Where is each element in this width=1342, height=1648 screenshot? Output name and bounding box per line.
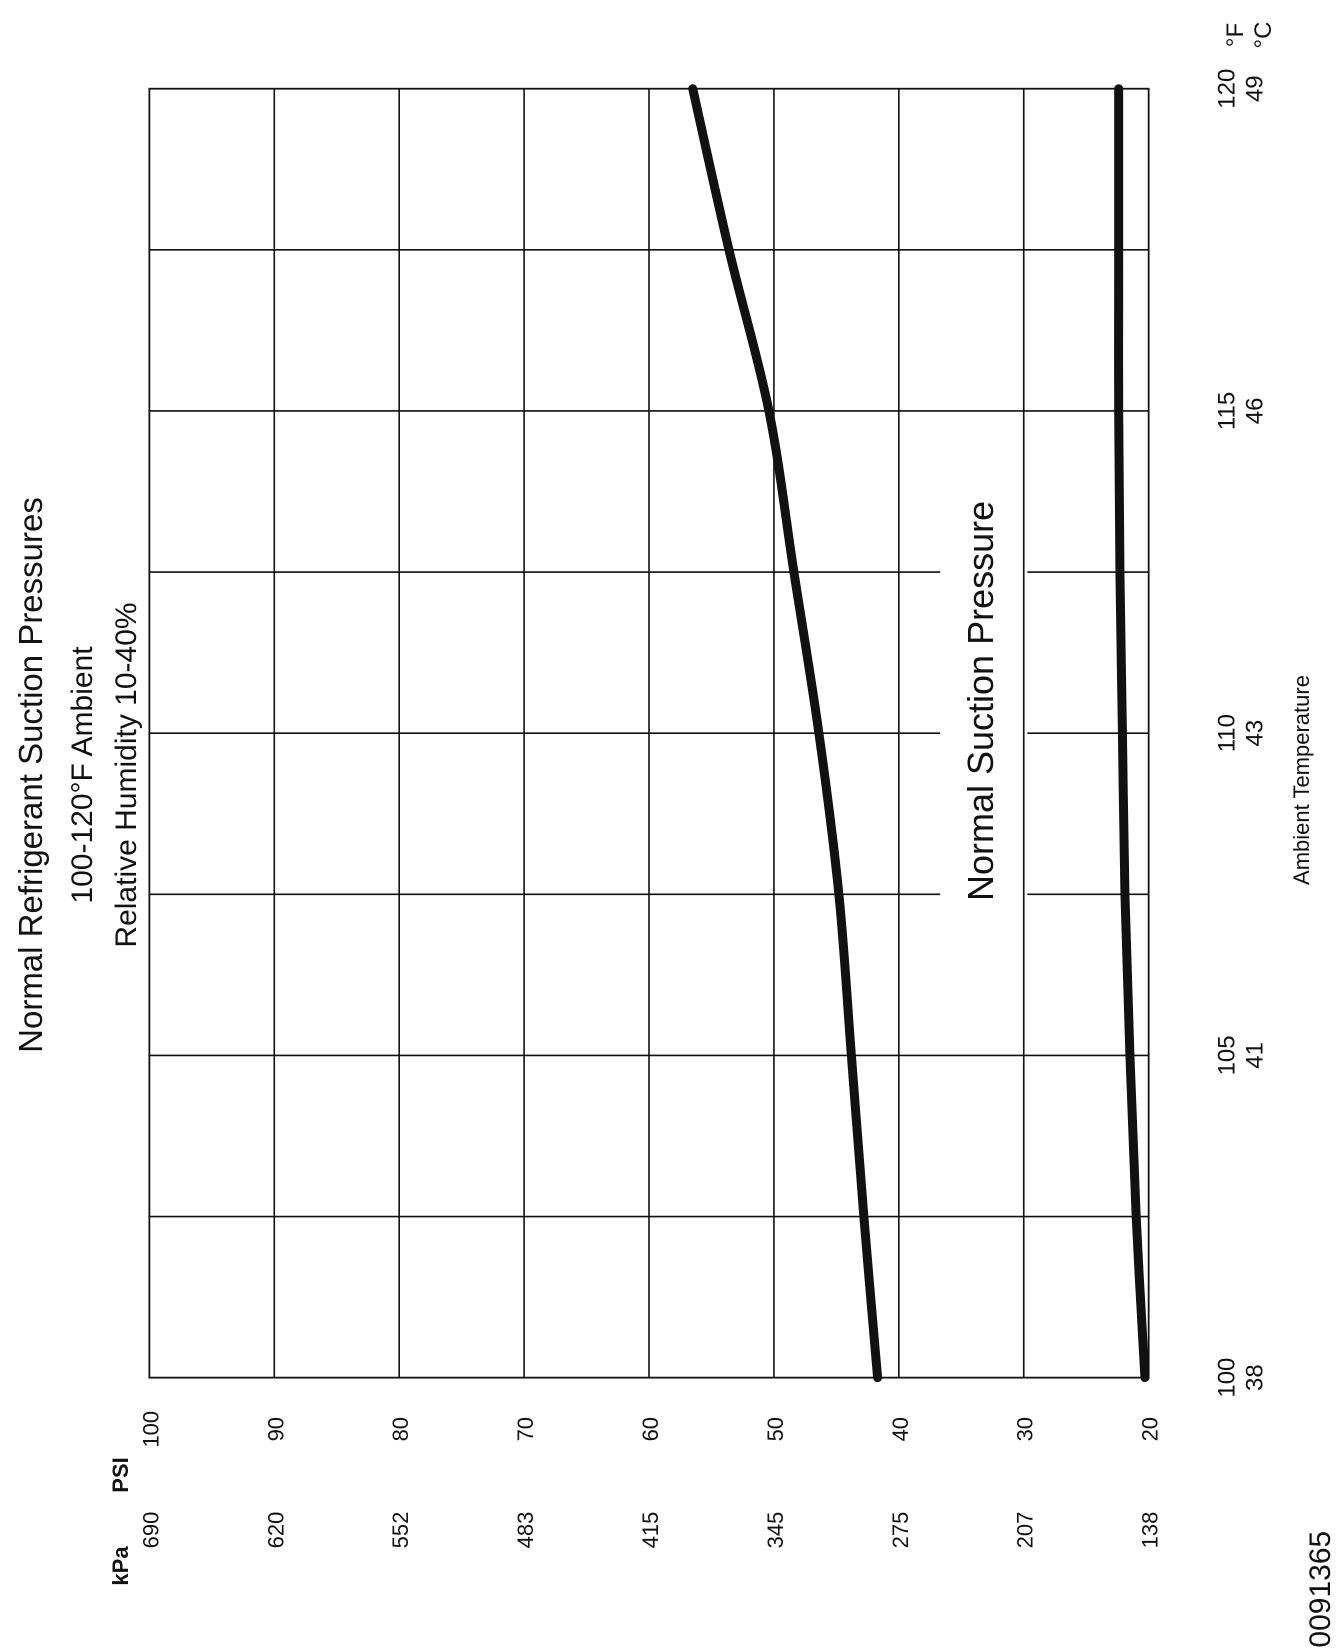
kpa-tick-label: 552 <box>388 1512 413 1549</box>
kpa-tick-label: 345 <box>763 1512 788 1549</box>
psi-tick-label: 60 <box>638 1417 663 1441</box>
kpa-tick-label: 415 <box>638 1512 663 1549</box>
kpa-tick-label: 620 <box>263 1512 288 1549</box>
fahrenheit-tick-label: 120 <box>1213 69 1240 109</box>
x-unit-f-label: °F <box>1222 23 1249 47</box>
chart-subtitle-line-2: Relative Humidity 10-40% <box>110 602 143 947</box>
kpa-tick-label: 690 <box>138 1512 163 1549</box>
kpa-tick-label: 138 <box>1138 1512 1163 1549</box>
x-axis-label: Ambient Temperature <box>1289 675 1314 885</box>
chart-subtitle-line-1: 100-120°F Ambient <box>66 646 99 904</box>
celsius-tick-label: 49 <box>1241 75 1268 102</box>
psi-tick-label: 80 <box>388 1417 413 1441</box>
y-unit-psi-label: PSI <box>108 1457 133 1492</box>
fahrenheit-tick-label: 100 <box>1213 1358 1240 1398</box>
lower-pressure-curve <box>1114 84 1150 1383</box>
fahrenheit-tick-label: 105 <box>1213 1035 1240 1075</box>
psi-tick-label: 90 <box>263 1417 288 1441</box>
x-unit-c-label: °C <box>1250 22 1277 49</box>
figure-id-label: N0091365 <box>1304 1531 1337 1648</box>
psi-tick-label: 30 <box>1013 1417 1038 1441</box>
kpa-tick-label: 275 <box>888 1512 913 1549</box>
y-unit-kpa-label: kPa <box>108 1546 133 1586</box>
psi-tick-label: 20 <box>1138 1417 1163 1441</box>
celsius-tick-label: 38 <box>1241 1364 1268 1391</box>
psi-tick-label: 100 <box>138 1411 163 1448</box>
celsius-tick-label: 46 <box>1241 398 1268 425</box>
kpa-tick-label: 207 <box>1013 1512 1038 1549</box>
fahrenheit-tick-label: 110 <box>1213 714 1240 752</box>
chart-title: Normal Refrigerant Suction Pressures <box>12 497 49 1053</box>
celsius-tick-label: 43 <box>1241 720 1268 747</box>
psi-tick-label: 40 <box>888 1417 913 1441</box>
celsius-tick-label: 41 <box>1241 1042 1268 1069</box>
psi-tick-label: 50 <box>763 1417 788 1441</box>
kpa-tick-label: 483 <box>513 1512 538 1549</box>
upper-pressure-curve <box>688 84 883 1383</box>
fahrenheit-tick-label: 115 <box>1213 392 1240 430</box>
band-label: Normal Suction Pressure <box>960 501 1001 901</box>
psi-tick-label: 70 <box>513 1417 538 1441</box>
